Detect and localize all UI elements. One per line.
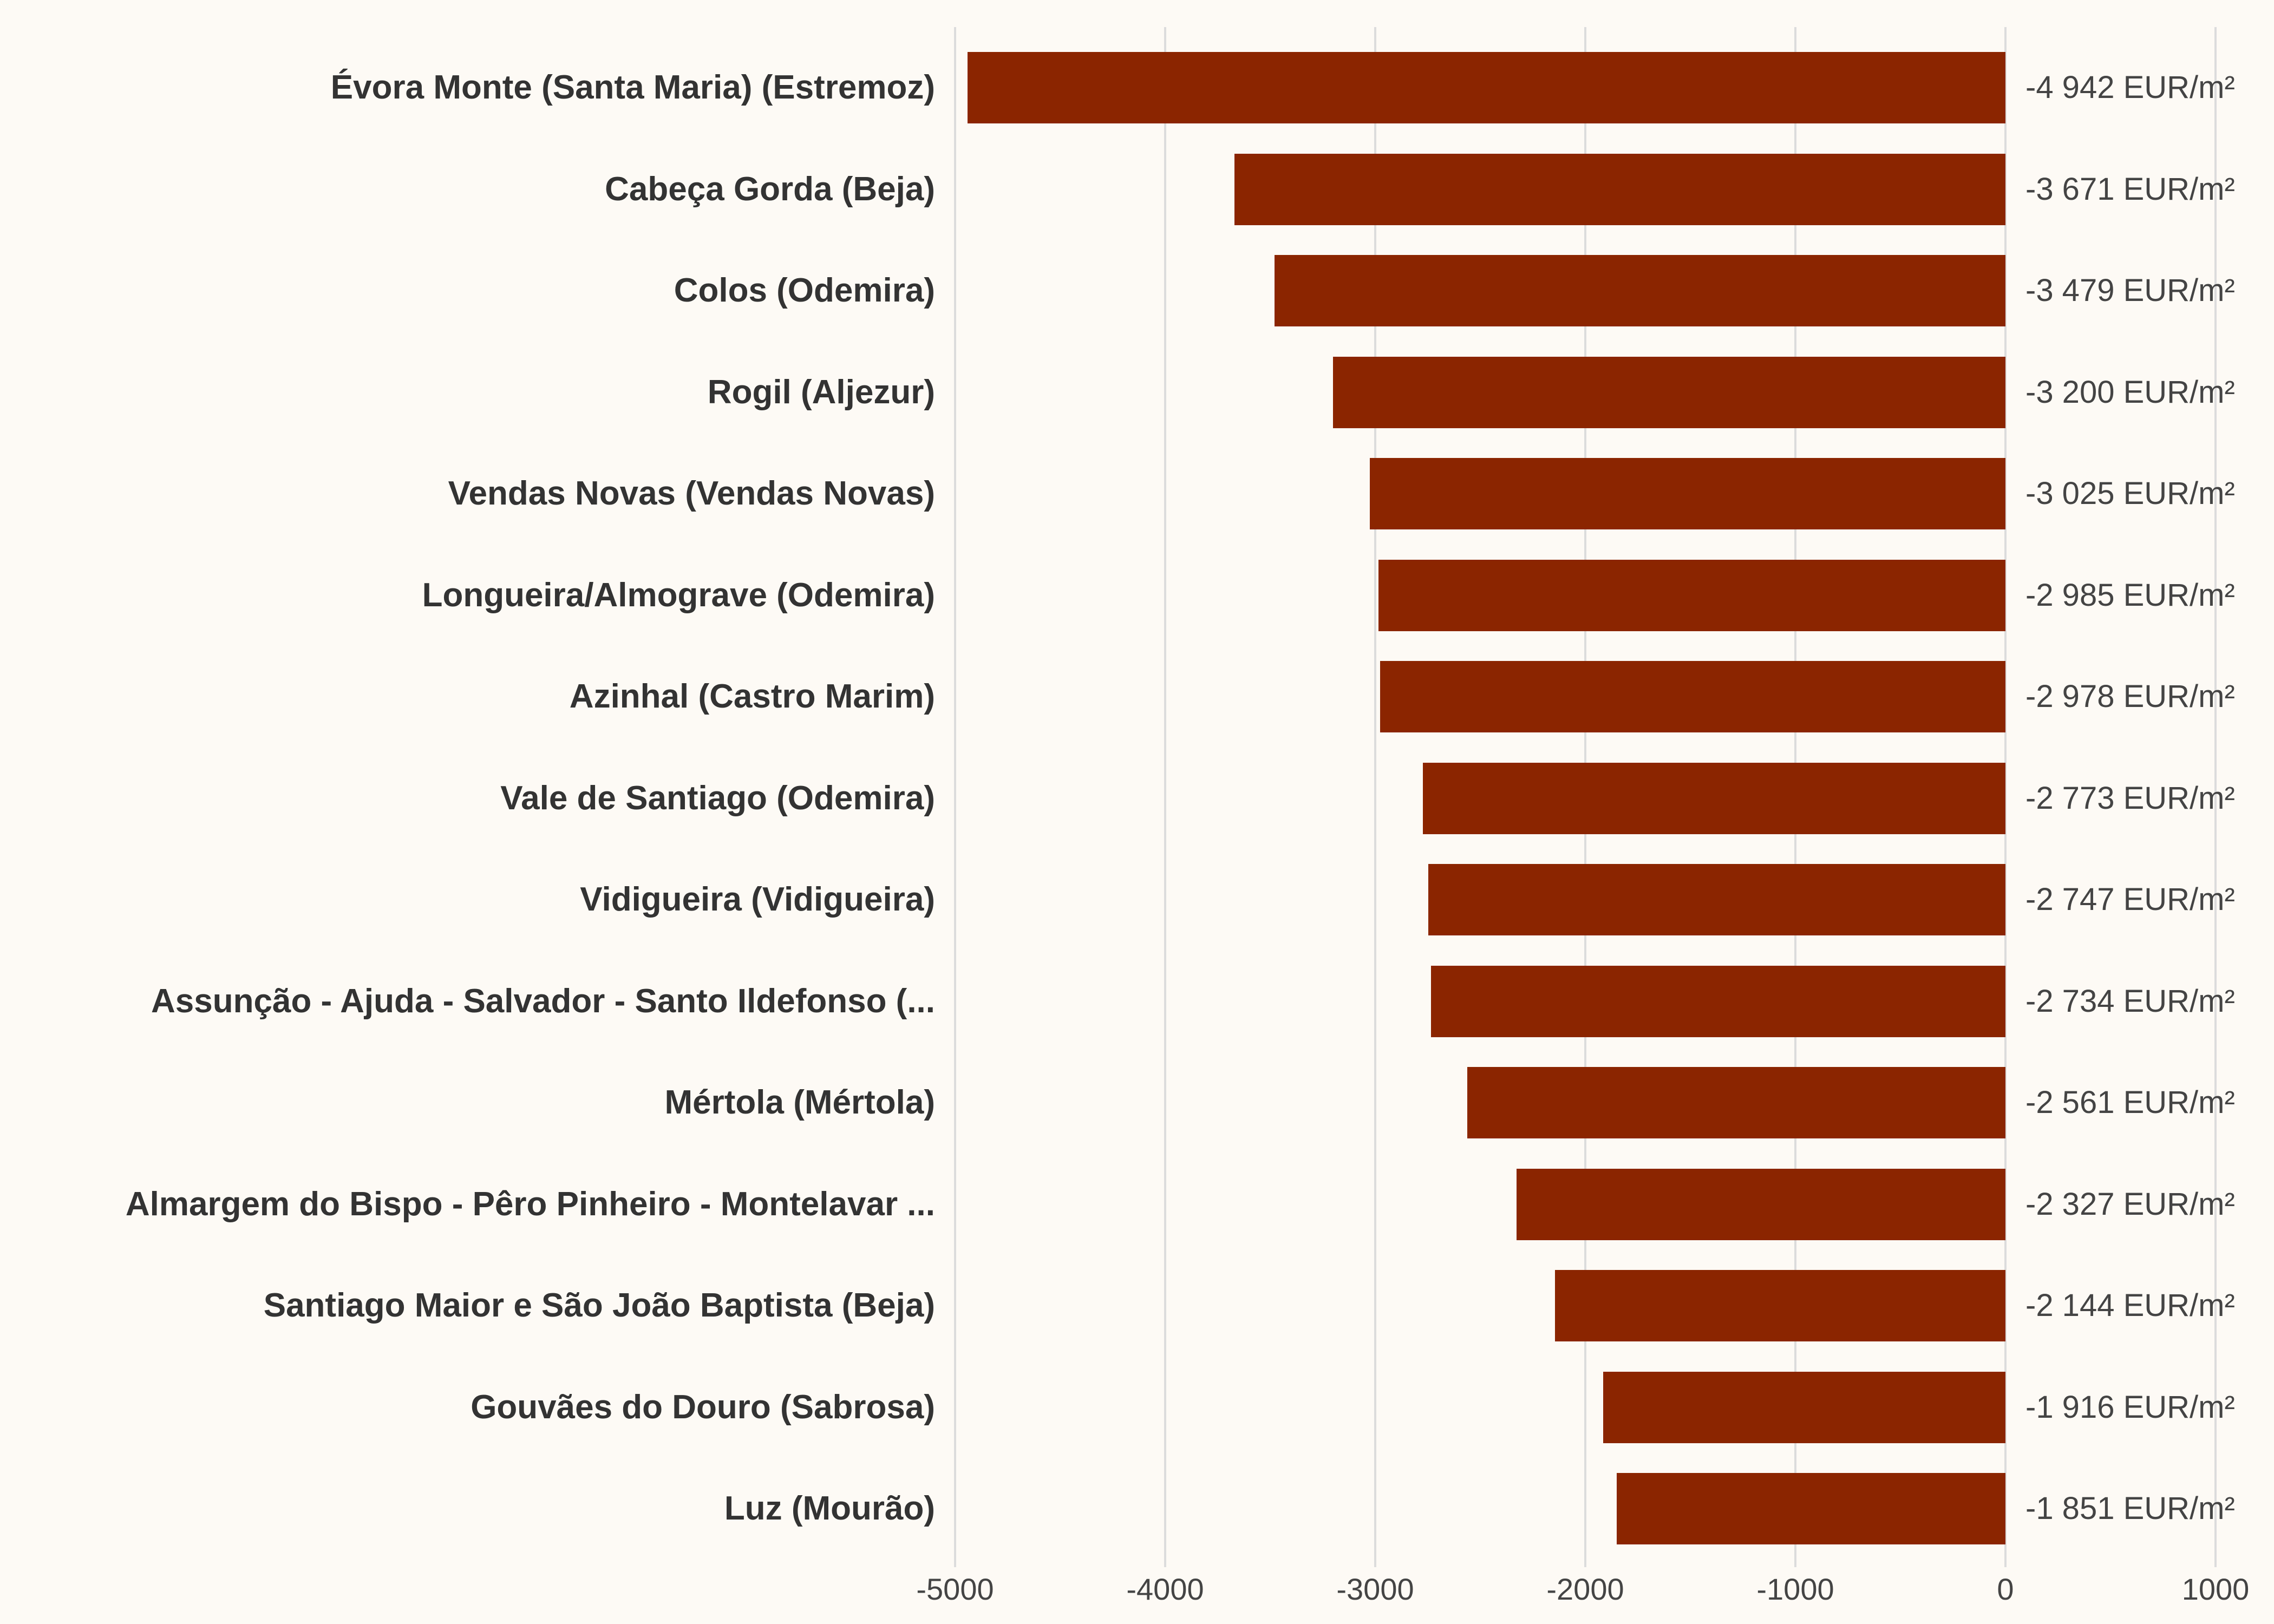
bar (1380, 661, 2005, 732)
bar-row: Vidigueira (Vidigueira) -2 747 EUR/m² (0, 864, 2274, 935)
value-label: -3 479 EUR/m² (2025, 273, 2235, 308)
category-label: Assunção - Ajuda - Salvador - Santo Ilde… (151, 982, 935, 1020)
bar (967, 52, 2005, 123)
category-label: Vidigueira (Vidigueira) (580, 881, 935, 918)
gridline (2214, 27, 2217, 1567)
value-label: -3 200 EUR/m² (2025, 374, 2235, 410)
bar-row: Colos (Odemira) -3 479 EUR/m² (0, 255, 2274, 326)
bar (1423, 762, 2005, 834)
category-label: Rogil (Aljezur) (707, 373, 935, 411)
category-label: Santiago Maior e São João Baptista (Beja… (263, 1287, 935, 1324)
bar-row: Évora Monte (Santa Maria) (Estremoz) -4 9… (0, 52, 2274, 123)
value-label: -2 561 EUR/m² (2025, 1085, 2235, 1120)
category-label: Almargem do Bispo - Pêro Pinheiro - Mont… (125, 1185, 935, 1223)
bar (1428, 864, 2005, 935)
value-label: -3 671 EUR/m² (2025, 171, 2235, 207)
value-label: -2 144 EUR/m² (2025, 1288, 2235, 1323)
value-label: -2 773 EUR/m² (2025, 780, 2235, 816)
bar-row: Almargem do Bispo - Pêro Pinheiro - Mont… (0, 1168, 2274, 1240)
value-label: -1 916 EUR/m² (2025, 1389, 2235, 1425)
bar-row: Mértola (Mértola) -2 561 EUR/m² (0, 1067, 2274, 1138)
bar (1333, 356, 2005, 428)
bar-row: Vale de Santiago (Odemira) -2 773 EUR/m² (0, 762, 2274, 834)
category-label: Évora Monte (Santa Maria) (Estremoz) (330, 69, 935, 106)
bar (1603, 1371, 2005, 1443)
x-tick-label: 1000 (2181, 1572, 2250, 1606)
x-tick-label: -1000 (1756, 1572, 1834, 1606)
bar-row: Longueira/Almograve (Odemira) -2 985 EUR/… (0, 559, 2274, 631)
value-label: -2 734 EUR/m² (2025, 983, 2235, 1019)
bar-row: Santiago Maior e São João Baptista (Beja… (0, 1270, 2274, 1341)
bar (1234, 153, 2005, 225)
value-label: -3 025 EUR/m² (2025, 476, 2235, 511)
bar-row: Gouvães do Douro (Sabrosa) -1 916 EUR/m² (0, 1371, 2274, 1443)
bar-row: Vendas Novas (Vendas Novas) -3 025 EUR/m² (0, 458, 2274, 529)
category-label: Mértola (Mértola) (664, 1084, 935, 1121)
bar-row: Cabeça Gorda (Beja) -3 671 EUR/m² (0, 153, 2274, 225)
category-label: Colos (Odemira) (674, 272, 935, 309)
category-label: Vale de Santiago (Odemira) (500, 779, 935, 817)
bar (1555, 1270, 2005, 1341)
gridline (1374, 27, 1376, 1567)
category-label: Longueira/Almograve (Odemira) (422, 576, 935, 614)
category-label: Azinhal (Castro Marim) (569, 678, 935, 715)
bar (1616, 1473, 2005, 1544)
gridline (1164, 27, 1166, 1567)
category-label: Luz (Mourão) (724, 1490, 935, 1527)
value-label: -2 327 EUR/m² (2025, 1186, 2235, 1222)
value-label: -2 747 EUR/m² (2025, 882, 2235, 917)
bar-row: Luz (Mourão) -1 851 EUR/m² (0, 1473, 2274, 1544)
bar (1275, 255, 2005, 326)
bar-row: Rogil (Aljezur) -3 200 EUR/m² (0, 356, 2274, 428)
value-label: -2 978 EUR/m² (2025, 679, 2235, 714)
value-label: -2 985 EUR/m² (2025, 577, 2235, 613)
bar (1378, 559, 2005, 631)
category-label: Gouvães do Douro (Sabrosa) (471, 1388, 935, 1426)
bar (1467, 1067, 2005, 1138)
x-tick-label: -2000 (1546, 1572, 1624, 1606)
bar (1431, 965, 2005, 1037)
bar-row: Assunção - Ajuda - Salvador - Santo Ilde… (0, 965, 2274, 1037)
x-tick-label: -5000 (916, 1572, 994, 1606)
category-label: Cabeça Gorda (Beja) (605, 170, 935, 208)
category-label: Vendas Novas (Vendas Novas) (448, 475, 935, 512)
gridline (2004, 27, 2007, 1567)
value-label: -4 942 EUR/m² (2025, 70, 2235, 105)
x-tick-label: 0 (1997, 1572, 2014, 1606)
value-label: -1 851 EUR/m² (2025, 1491, 2235, 1526)
x-tick-label: -4000 (1126, 1572, 1204, 1606)
gridline (954, 27, 956, 1567)
bar-row: Azinhal (Castro Marim) -2 978 EUR/m² (0, 661, 2274, 732)
x-tick-label: -3000 (1336, 1572, 1414, 1606)
bar (1517, 1168, 2005, 1240)
bar (1370, 458, 2005, 529)
